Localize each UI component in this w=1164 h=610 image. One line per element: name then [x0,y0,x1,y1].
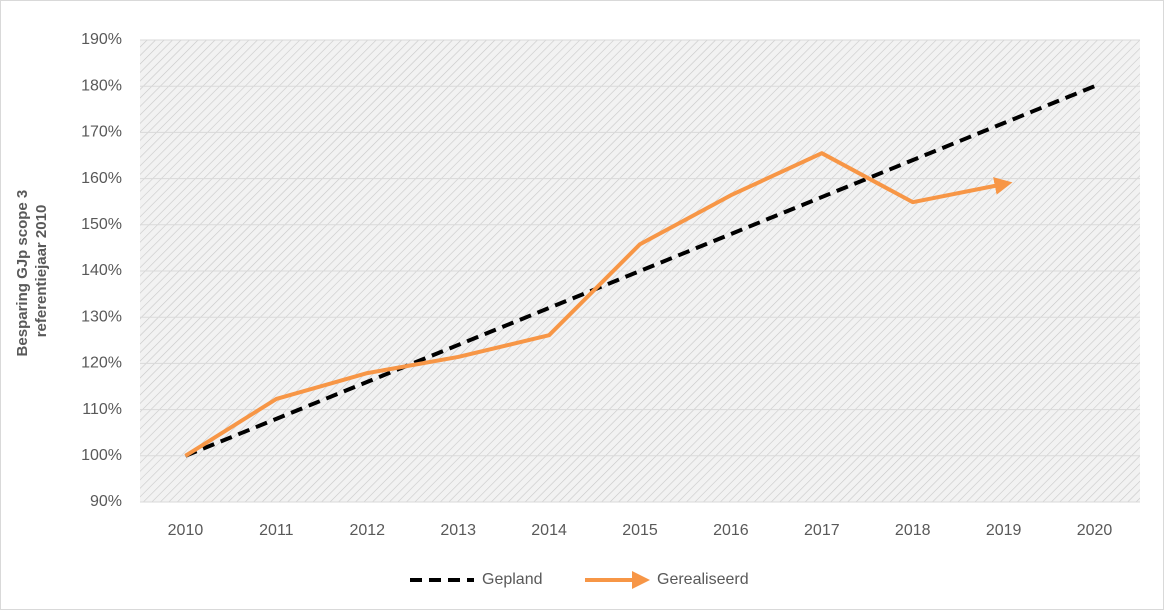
x-tick-label: 2020 [1077,522,1113,539]
y-tick-label: 140% [81,262,122,279]
x-tick-label: 2015 [622,522,658,539]
y-tick-label: 110% [82,401,122,418]
y-tick-label: 150% [81,216,122,233]
y-tick-label: 120% [81,355,122,372]
x-tick-label: 2017 [804,522,840,539]
x-tick-label: 2011 [259,522,294,539]
x-tick-label: 2012 [349,522,385,539]
x-tick-label: 2014 [531,522,567,539]
x-tick-label: 2016 [713,522,749,539]
y-axis-label-line: referentiejaar 2010 [33,205,50,338]
legend-label: Gerealiseerd [657,571,749,588]
y-tick-label: 190% [81,31,122,48]
data-line [184,84,1096,458]
x-tick-label: 2019 [986,522,1022,539]
x-tick-label: 2013 [440,522,476,539]
y-tick-label: 170% [81,124,122,141]
y-tick-label: 100% [81,447,122,464]
y-tick-label: 180% [81,77,122,94]
y-tick-label: 130% [81,308,122,325]
y-axis-label: Besparing GJp scope 3 referentiejaar 201… [14,186,50,357]
y-tick-label: 90% [90,493,122,510]
x-tick-label: 2018 [895,522,931,539]
y-tick-label: 160% [81,170,122,187]
legend-label: Gepland [482,571,543,588]
y-axis-label-line: Besparing GJp scope 3 [14,190,31,357]
data-line [184,151,1013,458]
x-tick-label: 2010 [168,522,204,539]
